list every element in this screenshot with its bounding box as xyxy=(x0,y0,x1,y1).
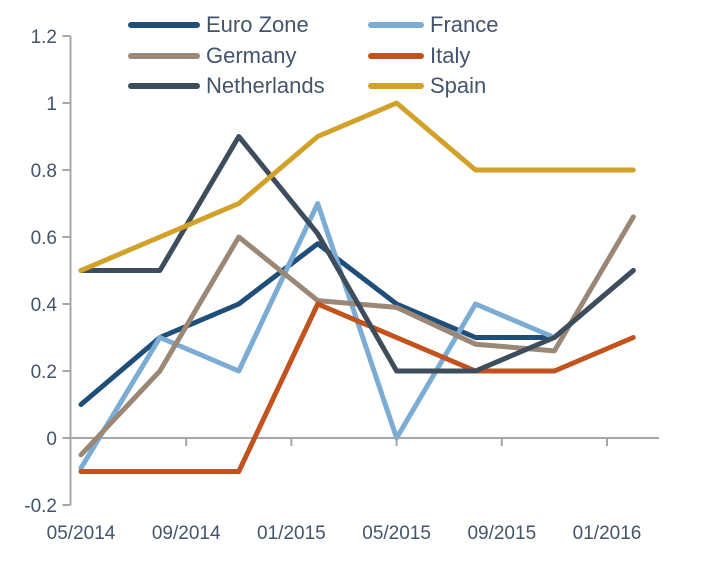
y-tick-label: 1 xyxy=(46,94,57,115)
y-tick-label: 0.6 xyxy=(31,228,57,249)
y-tick-label: 1.2 xyxy=(31,27,57,48)
x-tick-label: 01/2015 xyxy=(257,523,326,544)
y-tick-label: 0.8 xyxy=(31,161,57,182)
y-tick-label: 0.4 xyxy=(31,295,58,316)
x-tick-label: 01/2016 xyxy=(573,523,642,544)
series-line-france xyxy=(78,201,557,471)
series-line-euro-zone xyxy=(78,241,636,407)
x-tick-label: 09/2015 xyxy=(467,523,536,544)
x-tick-label: 05/2014 xyxy=(47,523,116,544)
series-line-spain xyxy=(78,100,636,273)
y-tick-label: 0.2 xyxy=(31,362,57,383)
x-tick-label: 05/2015 xyxy=(362,523,431,544)
series-line-netherlands xyxy=(78,134,636,374)
x-tick-label: 09/2014 xyxy=(152,523,221,544)
series-line-italy xyxy=(78,301,636,474)
y-tick-label: 0 xyxy=(46,429,57,450)
y-tick-label: -0.2 xyxy=(24,496,57,517)
